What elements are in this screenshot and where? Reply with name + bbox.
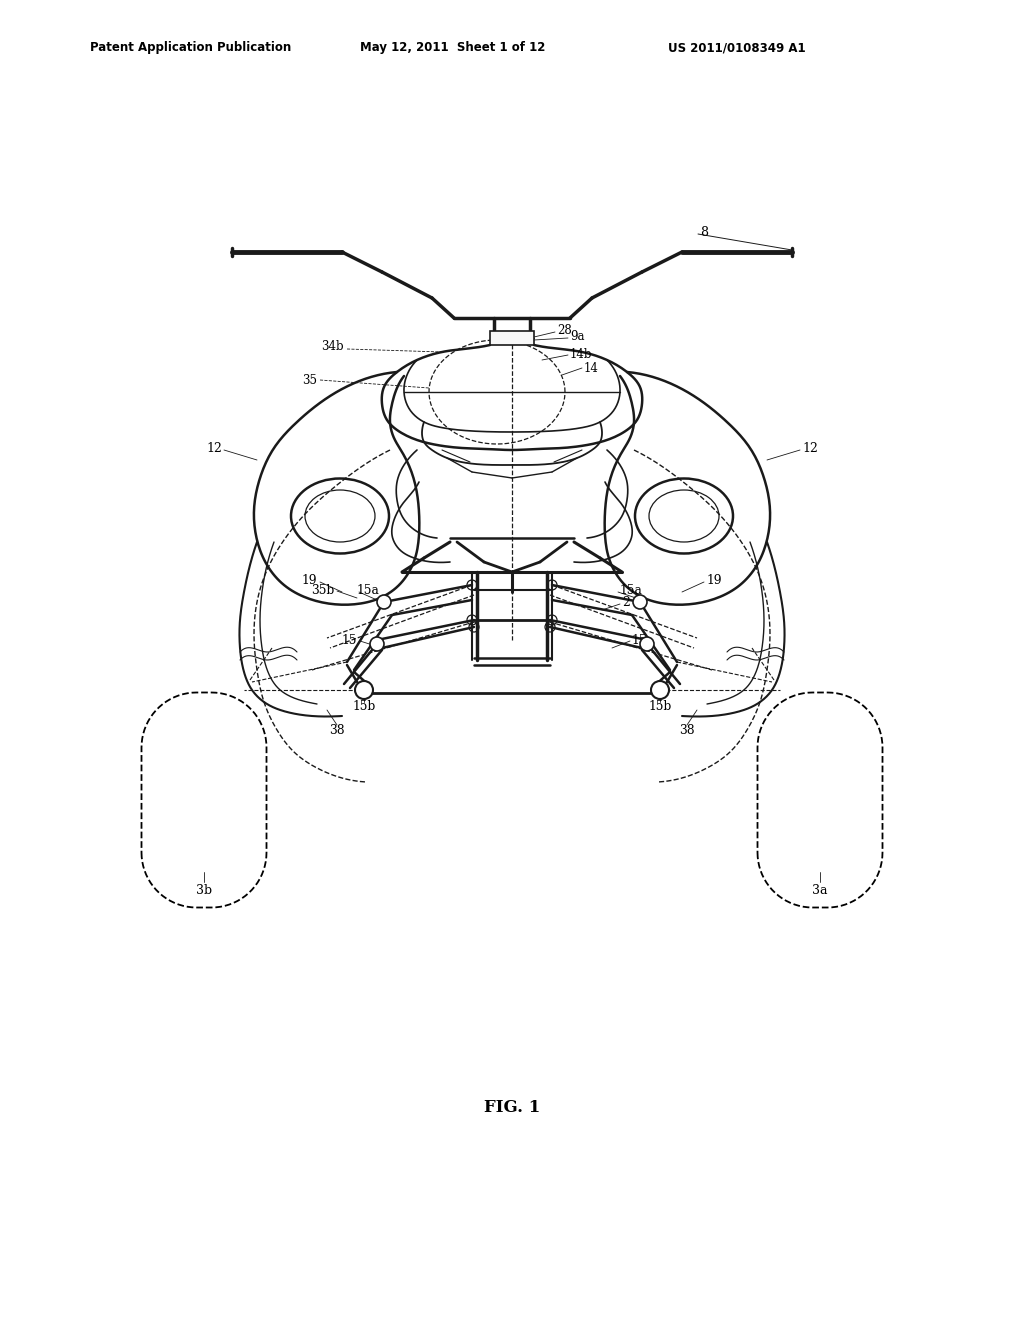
Text: 3a: 3a (812, 883, 827, 896)
Text: 28: 28 (557, 323, 571, 337)
Text: 19: 19 (301, 573, 317, 586)
Text: 14: 14 (584, 362, 599, 375)
Text: 15b: 15b (648, 701, 672, 714)
Circle shape (651, 681, 669, 700)
Text: 19: 19 (707, 573, 723, 586)
Text: 34b: 34b (322, 341, 344, 354)
Text: 15: 15 (632, 634, 647, 647)
Text: 38: 38 (679, 723, 695, 737)
Text: 12: 12 (802, 441, 818, 454)
Text: May 12, 2011  Sheet 1 of 12: May 12, 2011 Sheet 1 of 12 (360, 41, 546, 54)
Circle shape (370, 638, 384, 651)
Circle shape (640, 638, 654, 651)
Text: US 2011/0108349 A1: US 2011/0108349 A1 (668, 41, 806, 54)
Text: Patent Application Publication: Patent Application Publication (90, 41, 291, 54)
Text: 35b: 35b (310, 583, 334, 597)
Circle shape (377, 595, 391, 609)
Text: 3b: 3b (196, 883, 212, 896)
Text: 12: 12 (206, 441, 222, 454)
Bar (490, 331, 534, 345)
Text: 15: 15 (341, 634, 357, 647)
Circle shape (355, 681, 373, 700)
Text: 2: 2 (622, 595, 630, 609)
Text: 15a: 15a (620, 583, 643, 597)
Text: FIG. 1: FIG. 1 (484, 1098, 540, 1115)
Text: 38: 38 (329, 723, 345, 737)
Text: 15b: 15b (352, 701, 376, 714)
Text: 8: 8 (700, 226, 708, 239)
Circle shape (633, 595, 647, 609)
Text: 9a: 9a (570, 330, 585, 343)
Text: 14b: 14b (570, 347, 593, 360)
Text: 35: 35 (302, 374, 317, 387)
Text: 15a: 15a (357, 583, 380, 597)
